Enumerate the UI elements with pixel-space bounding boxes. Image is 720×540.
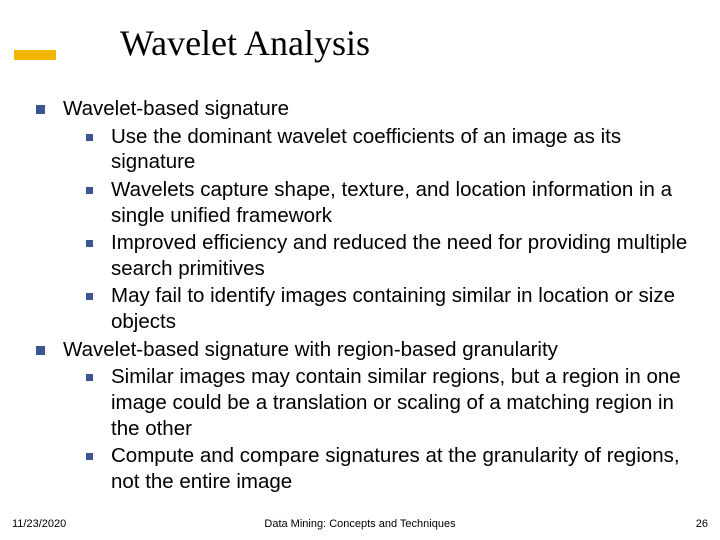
square-bullet-icon	[86, 453, 93, 460]
square-bullet-icon	[86, 374, 93, 381]
list-item: Wavelet-based signature with region-base…	[36, 337, 700, 363]
square-bullet-icon	[86, 187, 93, 194]
list-item: May fail to identify images containing s…	[86, 283, 700, 334]
title-accent-bar	[14, 50, 56, 60]
list-item: Use the dominant wavelet coefficients of…	[86, 124, 700, 175]
bullet-text: Improved efficiency and reduced the need…	[111, 230, 700, 281]
slide-title: Wavelet Analysis	[120, 22, 370, 64]
square-bullet-icon	[86, 240, 93, 247]
slide-footer: 11/23/2020 Data Mining: Concepts and Tec…	[0, 512, 720, 530]
square-bullet-icon	[86, 293, 93, 300]
footer-page-number: 26	[696, 518, 708, 530]
square-bullet-icon	[36, 105, 45, 114]
bullet-text: Wavelet-based signature	[63, 96, 289, 122]
bullet-text: Similar images may contain similar regio…	[111, 364, 700, 441]
bullet-text: Use the dominant wavelet coefficients of…	[111, 124, 700, 175]
bullet-text: Wavelet-based signature with region-base…	[63, 337, 558, 363]
list-item: Improved efficiency and reduced the need…	[86, 230, 700, 281]
slide-body: Wavelet-based signature Use the dominant…	[36, 96, 700, 496]
square-bullet-icon	[36, 346, 45, 355]
list-item: Wavelet-based signature	[36, 96, 700, 122]
bullet-text: Wavelets capture shape, texture, and loc…	[111, 177, 700, 228]
bullet-text: May fail to identify images containing s…	[111, 283, 700, 334]
footer-title: Data Mining: Concepts and Techniques	[0, 518, 720, 530]
square-bullet-icon	[86, 134, 93, 141]
list-item: Wavelets capture shape, texture, and loc…	[86, 177, 700, 228]
list-item: Compute and compare signatures at the gr…	[86, 443, 700, 494]
list-item: Similar images may contain similar regio…	[86, 364, 700, 441]
bullet-text: Compute and compare signatures at the gr…	[111, 443, 700, 494]
